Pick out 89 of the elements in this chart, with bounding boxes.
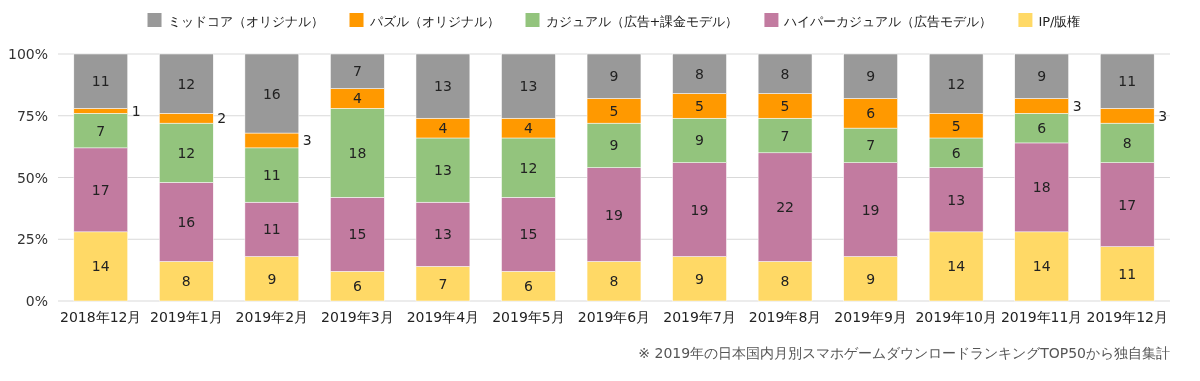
data-label: 11 <box>262 167 281 184</box>
data-label: 16 <box>177 213 196 230</box>
data-label: 17 <box>91 181 110 198</box>
x-tick-label: 2019年8月 <box>748 309 822 325</box>
data-label: 7 <box>780 127 790 144</box>
data-label: 11 <box>91 73 110 90</box>
y2-tick-label: 100% <box>7 46 48 62</box>
y2-tick-label: 0% <box>25 293 48 309</box>
x-tick-label: 2019年6月 <box>577 309 651 325</box>
data-label: 18 <box>1032 179 1051 196</box>
data-label: 19 <box>861 201 880 218</box>
data-label: 12 <box>177 144 196 161</box>
data-label: 6 <box>866 105 876 122</box>
data-label: 6 <box>524 278 533 295</box>
data-label: 5 <box>695 97 704 114</box>
data-label: 4 <box>352 90 362 107</box>
data-label: 9 <box>866 68 876 85</box>
data-label: 7 <box>438 275 448 292</box>
data-label: 11 <box>1118 265 1137 282</box>
data-label: 7 <box>96 122 106 139</box>
data-label: 9 <box>866 270 876 287</box>
data-label: 12 <box>177 75 196 92</box>
data-label: 18 <box>348 144 367 161</box>
data-label: 6 <box>951 144 961 161</box>
data-label: 13 <box>947 191 966 208</box>
data-label: 15 <box>519 226 538 243</box>
data-label: 15 <box>348 226 367 243</box>
x-tick-label: 2019年11月 <box>1000 309 1083 325</box>
data-label: 17 <box>1118 196 1137 213</box>
data-label: 8 <box>609 273 619 290</box>
data-label: 3 <box>302 132 312 149</box>
y2-tick-label: 50% <box>16 169 48 186</box>
data-label: 8 <box>181 273 191 290</box>
data-label: 12 <box>947 75 966 92</box>
data-label: 8 <box>695 65 704 82</box>
data-label: 19 <box>605 206 623 223</box>
data-label: 4 <box>438 120 448 137</box>
data-label: 13 <box>519 78 538 95</box>
x-tick-label: 2019年5月 <box>492 309 565 325</box>
data-label: 6 <box>1037 120 1047 137</box>
data-label: 6 <box>352 278 362 295</box>
x-tick-label: 2019年1月 <box>150 309 223 325</box>
data-label: 14 <box>1032 258 1051 275</box>
data-label: 13 <box>434 226 452 243</box>
x-tick-label: 2018年12月 <box>60 309 142 325</box>
data-label: 11 <box>262 221 281 238</box>
data-label: 14 <box>947 258 966 275</box>
data-label: 12 <box>519 159 538 176</box>
data-label: 5 <box>951 117 961 134</box>
data-label: 7 <box>866 137 876 154</box>
data-label: 1 <box>131 102 141 119</box>
data-label: 13 <box>434 78 452 95</box>
legend-label: ハイパーカジュアル（広告モデル） <box>783 14 993 29</box>
x-tick-label: 2019年10月 <box>915 309 997 325</box>
x-tick-label: 2019年3月 <box>321 309 394 325</box>
x-tick-label: 2019年2月 <box>235 309 309 325</box>
data-label: 8 <box>780 273 790 290</box>
data-label: 14 <box>91 258 110 275</box>
x-tick-label: 2019年4月 <box>406 309 480 325</box>
data-label: 19 <box>690 201 709 218</box>
data-label: 7 <box>352 63 362 80</box>
data-label: 11 <box>1118 73 1137 90</box>
data-label: 9 <box>1037 68 1047 85</box>
data-label: 8 <box>780 65 790 82</box>
data-label: 5 <box>780 97 790 114</box>
y2-tick-label: 75% <box>16 107 48 124</box>
data-label: 13 <box>434 162 452 179</box>
data-label: 22 <box>776 199 794 216</box>
legend-label: パズル（オリジナル） <box>368 14 500 29</box>
legend-label: IP/版権 <box>1038 14 1081 29</box>
data-label: 3 <box>1072 97 1082 114</box>
data-label: 16 <box>262 85 281 102</box>
data-label: 9 <box>609 68 619 85</box>
legend-label: ミッドコア（オリジナル） <box>167 14 324 29</box>
x-tick-label: 2019年9月 <box>834 309 907 325</box>
data-label: 9 <box>609 137 619 154</box>
legend-label: カジュアル（広告+課金モデル） <box>545 14 739 29</box>
data-label: 3 <box>1158 107 1168 124</box>
data-label: 9 <box>267 270 277 287</box>
data-label: 9 <box>695 270 704 287</box>
x-tick-label: 2019年12月 <box>1086 309 1168 325</box>
text: ※ 2019年の日本国内月別スマホゲームダウンロードランキングTOP50から独自集計 <box>638 345 1170 361</box>
x-tick-label: 2019年7月 <box>663 309 736 325</box>
data-label: 4 <box>524 120 533 137</box>
data-label: 8 <box>1122 134 1132 151</box>
y2-tick-label: 25% <box>16 231 48 248</box>
data-label: 5 <box>609 102 619 119</box>
data-label: 9 <box>695 132 704 149</box>
data-label: 2 <box>217 110 227 127</box>
